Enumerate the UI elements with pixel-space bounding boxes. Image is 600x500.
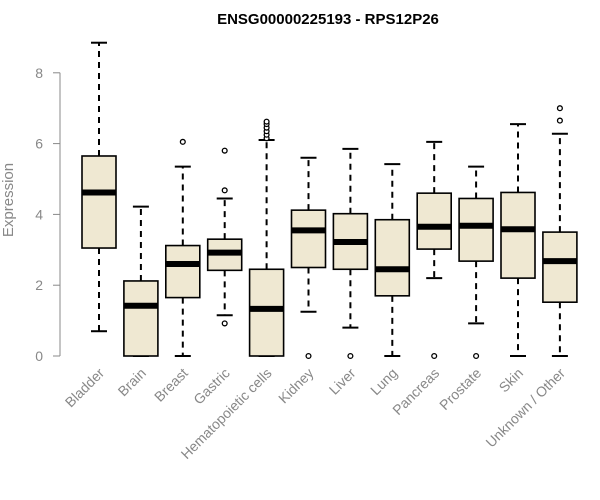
y-tick-label: 6 — [35, 136, 43, 152]
outlier-point — [221, 320, 228, 327]
box-prostate — [458, 165, 494, 360]
box-unknown-other — [542, 105, 578, 357]
x-category-label: Lung — [367, 365, 400, 398]
x-category-label: Skin — [496, 365, 527, 396]
box-lung — [374, 163, 411, 357]
box-gastric — [206, 147, 243, 327]
box-skin — [500, 123, 536, 357]
outlier-point — [221, 147, 228, 154]
x-category-label: Bladder — [62, 365, 108, 411]
x-category-label: Unknown / Other — [482, 365, 568, 451]
iqr-box — [81, 155, 117, 249]
box-brain — [123, 205, 159, 357]
x-category-label: Brain — [115, 365, 149, 399]
y-axis: 0 2 4 6 8 — [35, 65, 61, 364]
box-breast — [165, 138, 201, 357]
box-kidney — [290, 156, 327, 360]
outlier-point — [473, 352, 480, 360]
iqr-box — [123, 280, 159, 357]
iqr-box — [374, 218, 411, 297]
iqr-box — [542, 231, 578, 303]
chart-title: ENSG00000225193 - RPS12P26 — [217, 11, 439, 28]
iqr-box — [290, 209, 327, 269]
box-liver — [332, 147, 369, 360]
outlier-point — [556, 117, 563, 124]
outlier-point — [431, 352, 438, 360]
iqr-box — [248, 268, 285, 357]
outlier-point — [263, 118, 270, 125]
x-category-label: Kidney — [275, 365, 317, 407]
box-bladder — [81, 41, 117, 333]
iqr-box — [165, 244, 201, 299]
outlier-point — [556, 105, 563, 112]
outlier-point — [221, 187, 228, 194]
y-tick-label: 4 — [35, 206, 43, 222]
outlier-point — [179, 138, 186, 145]
box-hematopoietic-cells — [248, 118, 285, 357]
iqr-box — [500, 191, 536, 279]
y-axis-label: Expression — [0, 163, 17, 237]
y-tick-label: 2 — [35, 277, 43, 293]
x-category-label: Prostate — [436, 365, 484, 413]
iqr-box — [416, 192, 453, 250]
x-category-label: Pancreas — [389, 365, 442, 418]
x-category-label: Liver — [326, 365, 359, 398]
y-tick-label: 0 — [35, 348, 43, 364]
box-pancreas — [416, 140, 453, 360]
outlier-point — [305, 352, 312, 360]
outlier-point — [347, 352, 354, 360]
boxes-group — [81, 41, 578, 360]
x-category-label: Breast — [151, 365, 191, 405]
y-tick-label: 8 — [35, 65, 43, 81]
iqr-box — [458, 197, 494, 262]
